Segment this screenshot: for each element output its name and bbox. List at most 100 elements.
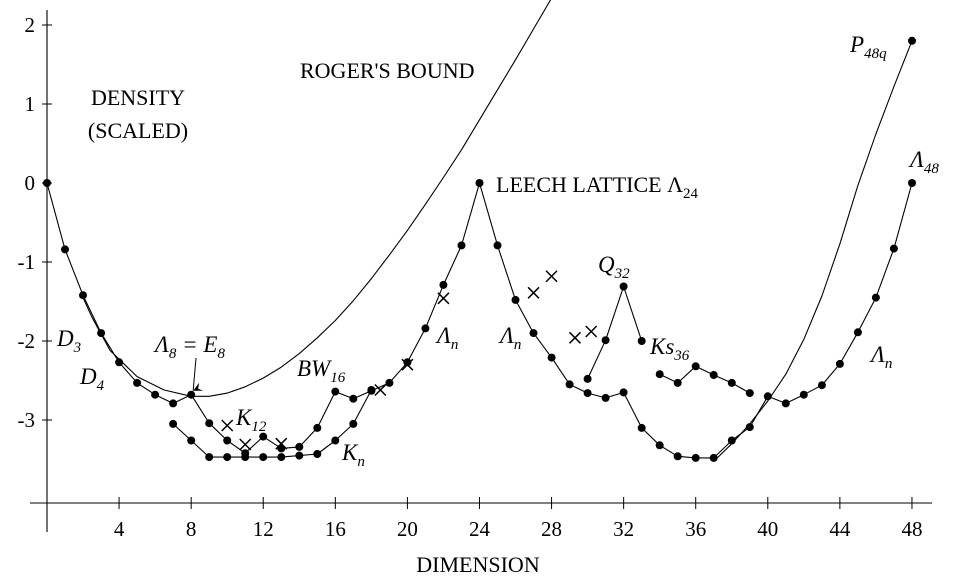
data-point [421, 324, 430, 333]
data-point [745, 389, 754, 398]
x-tick-label: 12 [253, 517, 274, 541]
annotation-label: P48q [849, 32, 887, 62]
plot-layer [43, 0, 916, 462]
data-point [205, 453, 214, 462]
data-point [871, 293, 880, 302]
data-point [709, 453, 718, 462]
data-point [187, 436, 196, 445]
bound-curve-6 [191, 0, 552, 397]
series-line-3 [659, 365, 751, 394]
series-line-2 [587, 285, 643, 380]
data-point [565, 380, 574, 389]
data-point [349, 419, 358, 428]
annotation-label: Λn [498, 323, 521, 353]
data-point [151, 390, 160, 399]
annotation-label: Kn [341, 440, 365, 470]
cross-marker [374, 383, 387, 397]
annotation-label: Q32 [598, 252, 630, 282]
y-tick-label: 0 [25, 171, 36, 195]
data-point [385, 378, 394, 387]
e8-arrow-head [193, 382, 204, 391]
data-point [781, 399, 790, 408]
annotation-label: K12 [235, 405, 267, 435]
annotation-label: Λ48 [908, 147, 939, 177]
cross-marker [239, 438, 252, 451]
y-axis-label-line2: (SCALED) [88, 118, 188, 143]
cross-marker [437, 292, 450, 305]
data-point [835, 359, 844, 368]
data-point [601, 393, 610, 402]
data-point [853, 328, 862, 337]
annotation-label: Λn [869, 342, 892, 372]
y-tick-label: -1 [18, 250, 36, 274]
series-line-0 [46, 182, 913, 459]
x-tick-label: 4 [114, 517, 125, 541]
data-point [439, 280, 448, 289]
x-axis-title: DIMENSION [416, 552, 540, 577]
data-point [115, 358, 124, 367]
y-tick-label: 2 [25, 13, 36, 37]
data-point [169, 399, 178, 408]
x-tick-label: 32 [613, 517, 634, 541]
data-point [79, 291, 87, 300]
data-point [709, 371, 718, 379]
data-point [259, 432, 268, 441]
data-point [331, 387, 340, 396]
data-point [169, 419, 178, 428]
cross-marker [568, 331, 582, 344]
cross-marker [221, 419, 234, 432]
data-point [817, 381, 826, 390]
cross-marker [275, 437, 288, 450]
data-point [637, 423, 646, 432]
y-tick-label: 1 [25, 92, 36, 116]
data-point [367, 386, 376, 394]
data-point [493, 241, 502, 250]
data-point [313, 450, 322, 458]
series-line-1 [172, 389, 372, 458]
annotation-label: ROGER'S BOUND [300, 58, 475, 83]
data-point [673, 452, 682, 461]
data-point [403, 358, 412, 367]
bound-curve-8 [716, 40, 913, 459]
data-point [475, 179, 484, 187]
data-point [799, 390, 808, 399]
annotation-label: Ks36 [649, 334, 690, 364]
data-point [313, 423, 322, 432]
x-tick-label: 40 [757, 517, 778, 541]
x-tick-label: 20 [397, 517, 418, 541]
data-point [529, 329, 538, 338]
annotation-label: LEECH LATTICE Λ24 [496, 172, 699, 202]
data-point [619, 282, 628, 291]
data-point [727, 436, 736, 445]
data-point [655, 370, 664, 379]
x-tick-label: 44 [829, 517, 851, 541]
data-point [727, 378, 736, 387]
data-point [583, 374, 592, 383]
annotation-label: D4 [79, 364, 105, 394]
data-point [295, 451, 304, 460]
annotation-label: Λ8 = E8 [153, 332, 225, 362]
x-tick-label: 36 [685, 517, 706, 541]
data-point [457, 241, 466, 250]
data-point [601, 336, 610, 345]
data-point [241, 453, 250, 462]
data-point [223, 436, 232, 445]
e8-arrow-line [192, 357, 197, 391]
cross-marker [545, 270, 558, 283]
x-tick-label: 28 [541, 517, 562, 541]
data-point [187, 390, 196, 399]
data-point [637, 337, 646, 345]
data-point [673, 378, 682, 387]
data-point [908, 179, 916, 187]
y-tick-label: -3 [18, 408, 36, 432]
data-point [223, 453, 232, 462]
x-tick-label: 24 [469, 517, 491, 541]
data-point [691, 362, 700, 371]
data-point [511, 295, 520, 304]
annotation-label: Λn [435, 323, 458, 353]
data-point [331, 436, 340, 445]
x-tick-label: 48 [901, 517, 922, 541]
data-point [583, 389, 592, 398]
